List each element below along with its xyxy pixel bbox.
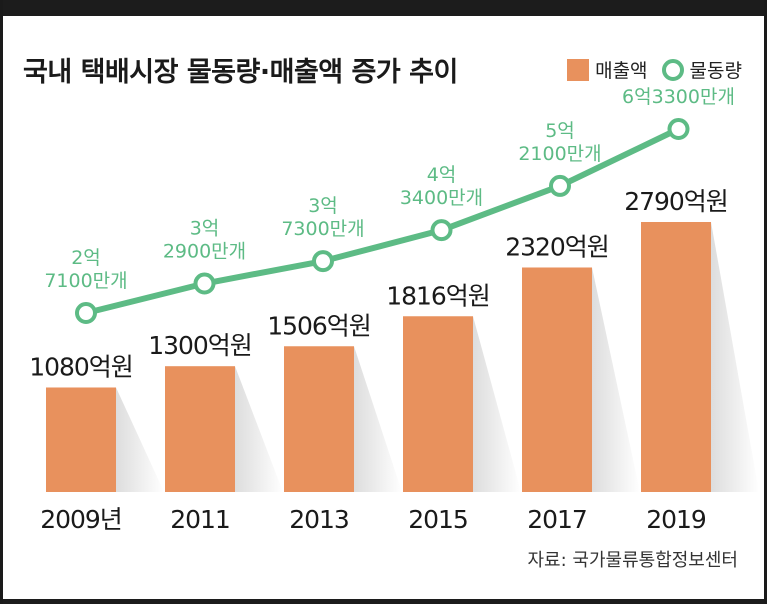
bar-shadow: [473, 316, 521, 492]
volume-label: 7300만개: [281, 218, 364, 240]
bar-shadow: [354, 346, 402, 492]
volume-label: 3억: [190, 218, 220, 240]
source-note: 자료: 국가물류통합정보센터: [527, 550, 738, 571]
legend-line-label: 물동량: [689, 60, 742, 82]
bar-shadow: [711, 222, 759, 492]
volume-line: [85, 126, 680, 316]
volume-point: [312, 250, 334, 273]
bar-2019: [641, 222, 711, 492]
bar-value-label: 1816억원: [386, 281, 490, 310]
volume-point: [75, 302, 97, 324]
volume-label: 2억: [71, 247, 101, 269]
x-tick-label: 2019: [646, 505, 706, 534]
volume-labels: 2억7100만개3억2900만개3억7300만개4억3400만개5억2100만개…: [44, 86, 735, 292]
bar-value-label: 1080억원: [29, 352, 133, 381]
x-tick-label: 2013: [289, 505, 349, 534]
bar-value-labels: 1080억원 1300억원 1506억원 1816억원 2320억원 2790억원: [29, 187, 729, 381]
bar-2009년: [46, 387, 116, 492]
volume-label: 5억: [545, 120, 575, 142]
bar-value-label: 1506억원: [267, 311, 371, 340]
legend: 매출액 물동량: [567, 56, 742, 83]
volume-point: [667, 118, 690, 140]
bars: [46, 222, 711, 492]
bar-shadows: [116, 222, 759, 492]
bar-shadow: [116, 387, 164, 492]
x-tick-label: 2017: [527, 505, 587, 534]
chart-title: 국내 택배시장 물동량·매출액 증가 추이: [23, 57, 458, 88]
bar-2013: [284, 346, 354, 492]
bar-2017: [522, 267, 592, 492]
x-axis-tick-labels: 2009년 2011 2013 2015 2017 2019: [40, 505, 707, 534]
bar-value-label: 2790억원: [624, 187, 728, 216]
bar-shadow: [592, 267, 640, 492]
chart-area: 1080억원 1300억원 1506억원 1816억원 2320억원 2790억원 2009…: [29, 86, 759, 534]
legend-line-marker-icon: [661, 58, 684, 81]
bar-2015: [403, 316, 473, 492]
legend-bar-label: 매출액: [595, 60, 648, 82]
volume-label: 2900만개: [163, 241, 246, 263]
bar-shadow: [235, 366, 283, 492]
volume-label: 3억: [308, 195, 338, 217]
volume-label: 6억3300만개: [622, 86, 735, 108]
volume-label: 4억: [427, 164, 457, 186]
top-border: [3, 0, 764, 16]
volume-points: [75, 118, 690, 324]
volume-point: [193, 272, 216, 295]
x-tick-label: 2011: [170, 505, 230, 534]
volume-point: [430, 219, 453, 242]
bar-value-label: 1300억원: [148, 331, 252, 360]
x-tick-label: 2015: [408, 505, 468, 534]
volume-label: 2100만개: [518, 143, 601, 165]
legend-bar-swatch-icon: [567, 58, 590, 81]
bar-2011: [165, 366, 235, 492]
x-tick-label: 2009년: [40, 505, 122, 534]
bar-value-label: 2320억원: [505, 232, 609, 261]
volume-point: [549, 174, 571, 197]
volume-label: 3400만개: [400, 187, 483, 209]
bottom-border: [3, 599, 764, 604]
volume-label: 7100만개: [44, 270, 127, 292]
